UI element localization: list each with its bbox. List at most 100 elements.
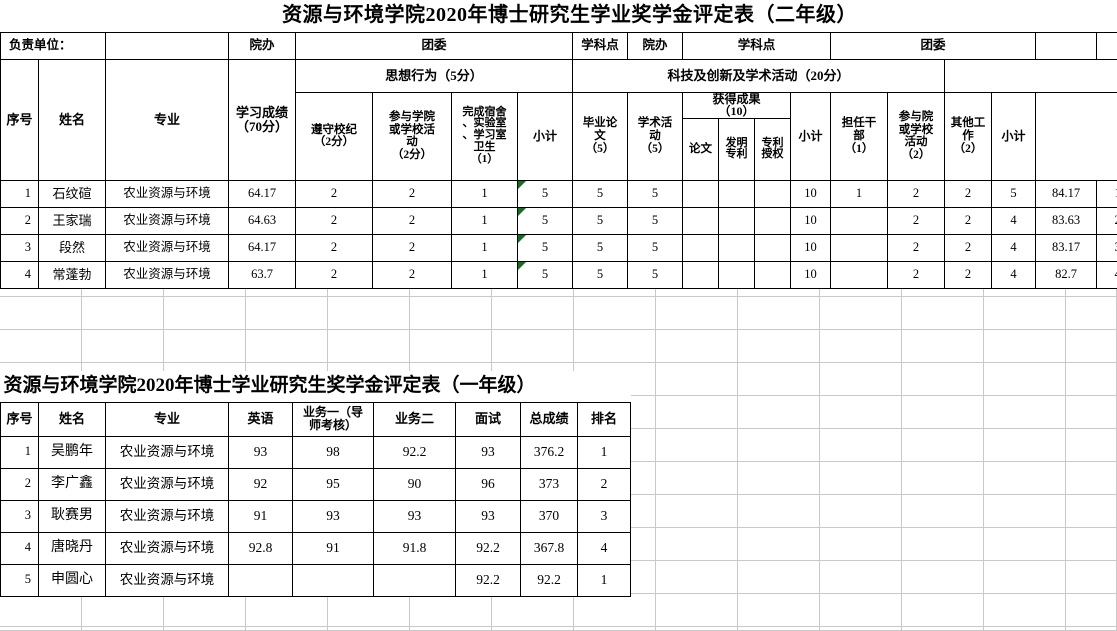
cell-thesis[interactable]: 5	[572, 260, 628, 289]
t2-cell-total[interactable]: 367.8	[520, 531, 578, 565]
cell-canyu-school[interactable]: 2	[372, 179, 452, 208]
t2-cell-total[interactable]: 370	[520, 499, 578, 533]
cell-xingming[interactable]: 石纹碹	[38, 179, 106, 208]
cell-study-score[interactable]: 63.7	[228, 260, 296, 289]
t2-cell-xingming[interactable]: 唐晓丹	[38, 531, 106, 565]
cell-cadre[interactable]	[830, 260, 888, 289]
t2-cell-zhuanye[interactable]: 农业资源与环境	[105, 531, 229, 565]
t2-cell-mianshi[interactable]: 92.2	[455, 531, 521, 565]
t2-cell-zhuanye[interactable]: 农业资源与环境	[105, 467, 229, 501]
cell-xuhao[interactable]: 1	[0, 179, 39, 208]
t2-cell-yewu2[interactable]: 90	[373, 467, 456, 501]
cell-subtotal-thought[interactable]: 5	[517, 233, 573, 262]
cell-subtotal-thought[interactable]: 5	[517, 179, 573, 208]
t2-cell-xingming[interactable]: 李广鑫	[38, 467, 106, 501]
t2-cell-yewu1[interactable]	[292, 563, 374, 597]
cell-dorm-hygiene[interactable]: 1	[451, 179, 518, 208]
cell-dorm-hygiene[interactable]: 1	[451, 206, 518, 235]
t2-cell-yewu2[interactable]: 93	[373, 499, 456, 533]
cell-heji[interactable]: 83.17	[1035, 233, 1097, 262]
cell-xuhao[interactable]: 3	[0, 233, 39, 262]
cell-subtotal-thought[interactable]: 5	[517, 206, 573, 235]
t2-cell-english[interactable]: 92.8	[228, 531, 293, 565]
t2-cell-xuhao[interactable]: 2	[0, 467, 39, 501]
t2-cell-rank[interactable]: 2	[576, 467, 632, 501]
cell-xuhao[interactable]: 2	[0, 206, 39, 235]
cell-major-rank[interactable]: 2	[1095, 206, 1117, 235]
cell-paper[interactable]	[682, 206, 719, 235]
cell-thesis[interactable]: 5	[572, 233, 628, 262]
t2-cell-mianshi[interactable]: 96	[455, 467, 521, 501]
cell-subtotal-work[interactable]: 4	[991, 233, 1036, 262]
cell-heji[interactable]: 83.63	[1035, 206, 1097, 235]
t2-cell-rank[interactable]: 1	[576, 563, 632, 597]
t2-cell-yewu1[interactable]: 91	[292, 531, 374, 565]
cell-canyu-school[interactable]: 2	[372, 206, 452, 235]
cell-thesis[interactable]: 5	[572, 179, 628, 208]
cell-other-work[interactable]: 2	[944, 179, 992, 208]
t2-cell-rank[interactable]: 1	[576, 435, 632, 469]
t2-cell-english[interactable]	[228, 563, 293, 597]
t2-cell-zhuanye[interactable]: 农业资源与环境	[105, 499, 229, 533]
cell-subtotal-tech[interactable]: 10	[790, 179, 831, 208]
cell-canyu-college[interactable]: 2	[887, 233, 945, 262]
t2-cell-rank[interactable]: 3	[576, 499, 632, 533]
cell-zunshou[interactable]: 2	[295, 260, 373, 289]
cell-patent-grant[interactable]	[754, 179, 791, 208]
t2-cell-xingming[interactable]: 申圆心	[38, 563, 106, 597]
cell-canyu-college[interactable]: 2	[887, 206, 945, 235]
cell-paper[interactable]	[682, 179, 719, 208]
cell-academic-activity[interactable]: 5	[627, 233, 683, 262]
t2-cell-rank[interactable]: 4	[576, 531, 632, 565]
cell-invention-patent[interactable]	[718, 260, 755, 289]
cell-zhuanye[interactable]: 农业资源与环境	[105, 233, 229, 262]
cell-dorm-hygiene[interactable]: 1	[451, 233, 518, 262]
cell-paper[interactable]	[682, 260, 719, 289]
cell-cadre[interactable]	[830, 233, 888, 262]
t2-cell-xuhao[interactable]: 1	[0, 435, 39, 469]
cell-study-score[interactable]: 64.63	[228, 206, 296, 235]
cell-other-work[interactable]: 2	[944, 260, 992, 289]
cell-thesis[interactable]: 5	[572, 206, 628, 235]
cell-zunshou[interactable]: 2	[295, 233, 373, 262]
cell-dorm-hygiene[interactable]: 1	[451, 260, 518, 289]
t2-cell-total[interactable]: 92.2	[520, 563, 578, 597]
cell-zunshou[interactable]: 2	[295, 206, 373, 235]
cell-major-rank[interactable]: 1	[1095, 179, 1117, 208]
cell-canyu-college[interactable]: 2	[887, 179, 945, 208]
cell-zhuanye[interactable]: 农业资源与环境	[105, 260, 229, 289]
cell-subtotal-work[interactable]: 4	[991, 260, 1036, 289]
t2-cell-mianshi[interactable]: 93	[455, 499, 521, 533]
t2-cell-xuhao[interactable]: 3	[0, 499, 39, 533]
t2-cell-zhuanye[interactable]: 农业资源与环境	[105, 563, 229, 597]
t2-cell-total[interactable]: 373	[520, 467, 578, 501]
t2-cell-yewu2[interactable]: 92.2	[373, 435, 456, 469]
cell-academic-activity[interactable]: 5	[627, 260, 683, 289]
cell-patent-grant[interactable]	[754, 206, 791, 235]
t2-cell-yewu2[interactable]	[373, 563, 456, 597]
t2-cell-mianshi[interactable]: 92.2	[455, 563, 521, 597]
t2-cell-yewu1[interactable]: 98	[292, 435, 374, 469]
cell-canyu-college[interactable]: 2	[887, 260, 945, 289]
cell-xuhao[interactable]: 4	[0, 260, 39, 289]
cell-cadre[interactable]	[830, 206, 888, 235]
cell-paper[interactable]	[682, 233, 719, 262]
t2-cell-xingming[interactable]: 耿赛男	[38, 499, 106, 533]
cell-academic-activity[interactable]: 5	[627, 179, 683, 208]
cell-study-score[interactable]: 64.17	[228, 179, 296, 208]
cell-patent-grant[interactable]	[754, 233, 791, 262]
t2-cell-english[interactable]: 93	[228, 435, 293, 469]
t2-cell-xuhao[interactable]: 4	[0, 531, 39, 565]
cell-invention-patent[interactable]	[718, 233, 755, 262]
cell-subtotal-tech[interactable]: 10	[790, 260, 831, 289]
t2-cell-yewu1[interactable]: 95	[292, 467, 374, 501]
t2-cell-zhuanye[interactable]: 农业资源与环境	[105, 435, 229, 469]
cell-subtotal-tech[interactable]: 10	[790, 233, 831, 262]
t2-cell-yewu2[interactable]: 91.8	[373, 531, 456, 565]
cell-canyu-school[interactable]: 2	[372, 260, 452, 289]
cell-subtotal-tech[interactable]: 10	[790, 206, 831, 235]
cell-subtotal-work[interactable]: 5	[991, 179, 1036, 208]
cell-xingming[interactable]: 段然	[38, 233, 106, 262]
cell-zunshou[interactable]: 2	[295, 179, 373, 208]
cell-zhuanye[interactable]: 农业资源与环境	[105, 206, 229, 235]
